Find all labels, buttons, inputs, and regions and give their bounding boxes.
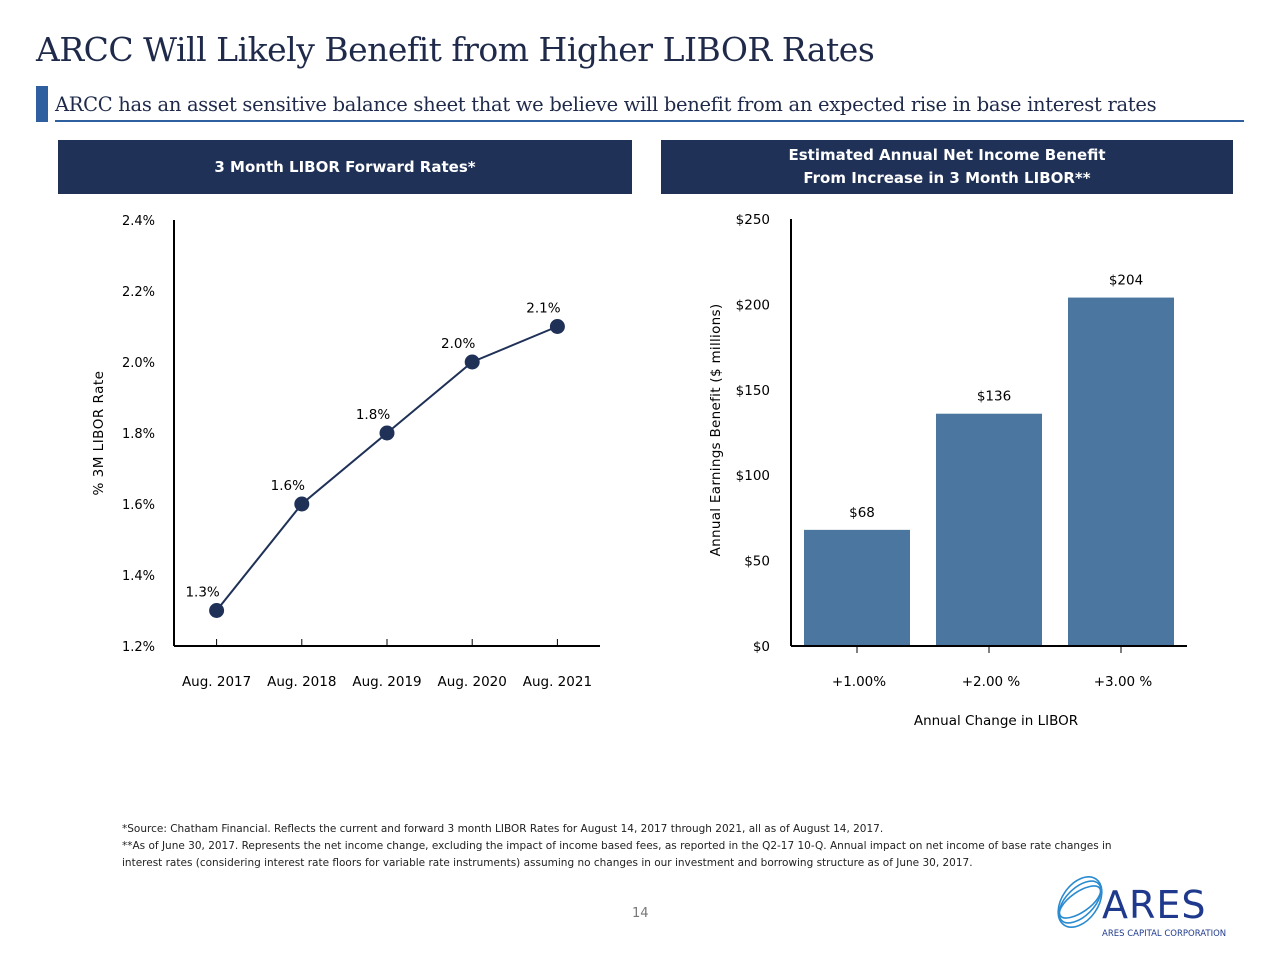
benefit-chart-header-line-2: From Increase in 3 Month LIBOR** [803,169,1091,187]
net-income-benefit-chart: $0 $50 $100 $150 $200 $250 $68 +1.00% $136 +2.00 … [708,212,1187,729]
y-tick-label: $200 [736,297,770,313]
benefit-data-label: $204 [1109,273,1143,289]
libor-chart-header-text: 3 Month LIBOR Forward Rates* [214,157,476,176]
y-tick-label: 1.8% [122,427,155,442]
y-tick-label: 1.4% [122,569,155,584]
libor-data-label: 2.0% [441,336,475,352]
y-axis-title: % 3M LIBOR Rate [91,371,107,496]
libor-data-label: 2.1% [526,301,560,317]
x-tick-label: Aug. 2019 [352,674,421,690]
page-number: 14 [632,906,649,921]
x-tick-label: Aug. 2021 [523,674,592,690]
libor-data-point [294,496,310,512]
libor-data-label: 1.8% [356,407,390,423]
y-tick-label: 2.0% [122,356,155,371]
benefit-bar [804,529,910,646]
benefit-bar [1068,297,1174,646]
libor-chart-header: 3 Month LIBOR Forward Rates* [58,140,632,194]
benefit-chart-header: Estimated Annual Net Income Benefit From… [661,140,1233,194]
benefit-bar [936,413,1042,646]
y-axis-title: Annual Earnings Benefit ($ millions) [708,304,724,557]
page-title: ARCC Will Likely Benefit from Higher LIB… [36,30,875,69]
y-tick-label: 1.2% [122,640,155,655]
libor-series-line [215,325,558,612]
benefit-chart-header-line-1: Estimated Annual Net Income Benefit [788,146,1106,164]
libor-data-label: 1.3% [185,585,219,601]
benefit-data-label: $136 [977,389,1011,405]
libor-forward-rates-chart: 1.2% 1.4% 1.6% 1.8% 2.0% 2.2% 2.4% Aug. 2017 Aug… [91,214,600,690]
x-tick-label: Aug. 2017 [182,674,251,690]
x-tick-label: +1.00% [832,674,886,690]
subtitle-rule [55,120,1244,122]
footnote-source: *Source: Chatham Financial. Reflects the… [122,823,884,835]
y-tick-label: $0 [753,639,770,655]
libor-data-point [464,354,480,370]
libor-data-point [549,319,565,334]
y-tick-label: $50 [744,554,770,570]
x-axis-title: Annual Change in LIBOR [914,713,1078,729]
page-subtitle: ARCC has an asset sensitive balance shee… [55,93,1157,116]
y-tick-label: 2.2% [122,285,155,300]
ares-logo-tagline: ARES CAPITAL CORPORATION [1102,929,1226,938]
ares-logo: ARES ARES CAPITAL CORPORATION [1050,868,1230,939]
y-tick-label: 2.4% [122,214,155,229]
x-tick-label: Aug. 2020 [438,674,507,690]
y-tick-label: $100 [736,468,770,484]
y-tick-label: $150 [736,383,770,399]
subtitle-accent-bar [36,86,48,122]
x-tick-label: +3.00 % [1094,674,1153,690]
libor-data-point [379,425,395,441]
benefit-data-label: $68 [849,505,875,521]
ares-swirl-icon: ARES ARES CAPITAL CORPORATION [1057,876,1226,939]
footnote-net-income-cont: interest rates (considering interest rat… [122,857,973,869]
footnote-net-income: **As of June 30, 2017. Represents the ne… [122,840,1112,852]
x-tick-label: +2.00 % [962,674,1021,690]
y-tick-label: 1.6% [122,498,155,513]
libor-data-point [209,603,225,618]
ares-logo-name: ARES [1102,883,1207,927]
y-tick-label: $250 [736,212,770,228]
libor-data-label: 1.6% [271,478,305,494]
x-tick-label: Aug. 2018 [267,674,336,690]
